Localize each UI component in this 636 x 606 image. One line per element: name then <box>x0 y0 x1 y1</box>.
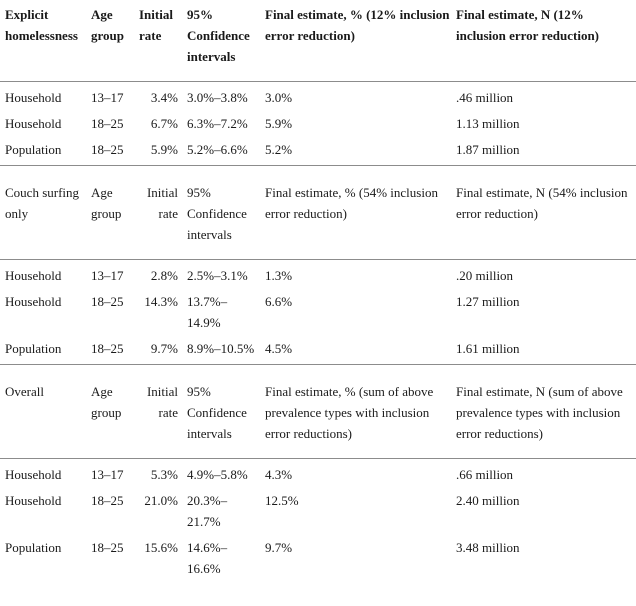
header-final-count: Final estimate, N (54% inclusion error r… <box>456 185 628 221</box>
cell-initial-rate: 2.8% <box>150 268 178 283</box>
cell-initial-rate: 21.0% <box>144 493 178 508</box>
cell-confidence-interval: 13.7%–14.9% <box>187 294 228 330</box>
cell-initial-rate: 5.3% <box>150 467 178 482</box>
cell-category: Population <box>5 142 62 157</box>
header-initial-rate: Initial rate <box>146 185 178 221</box>
header-category: Explicit homelessness <box>5 7 78 43</box>
cell-final-percent: 5.9% <box>265 116 293 131</box>
table-row: Household 13–17 2.8% 2.5%–3.1% 1.3% .20 … <box>0 260 636 292</box>
cell-final-percent: 1.3% <box>265 268 293 283</box>
cell-confidence-interval: 14.6%–16.6% <box>187 540 228 576</box>
header-age-group: Age group <box>91 7 124 43</box>
table-row: Population 18–25 5.9% 5.2%–6.6% 5.2% 1.8… <box>0 139 636 166</box>
table-body: Explicit homelessness Age group Initial … <box>0 0 636 584</box>
prevalence-table: Explicit homelessness Age group Initial … <box>0 0 636 584</box>
table-row: Household 13–17 3.4% 3.0%–3.8% 3.0% .46 … <box>0 82 636 114</box>
cell-final-percent: 6.6% <box>265 294 293 309</box>
cell-final-count: 1.27 million <box>456 294 520 309</box>
cell-category: Household <box>5 268 62 283</box>
header-final-count: Final estimate, N (12% inclusion error r… <box>456 7 599 43</box>
cell-age-group: 18–25 <box>91 540 124 555</box>
cell-confidence-interval: 5.2%–6.6% <box>187 142 248 157</box>
cell-initial-rate: 6.7% <box>150 116 178 131</box>
header-final-percent: Final estimate, % (12% inclusion error r… <box>265 7 450 43</box>
header-initial-rate: Initial rate <box>146 384 178 420</box>
cell-final-percent: 4.3% <box>265 467 293 482</box>
cell-category: Population <box>5 540 62 555</box>
header-final-count: Final estimate, N (sum of above prevalen… <box>456 384 623 441</box>
cell-final-count: 1.13 million <box>456 116 520 131</box>
cell-category: Household <box>5 467 62 482</box>
cell-final-count: .20 million <box>456 268 514 283</box>
section-header-row: Explicit homelessness Age group Initial … <box>0 0 636 82</box>
header-confidence-intervals: 95% Confidence intervals <box>187 7 250 64</box>
cell-age-group: 18–25 <box>91 142 124 157</box>
cell-final-count: .66 million <box>456 467 514 482</box>
cell-final-count: .46 million <box>456 90 514 105</box>
cell-initial-rate: 14.3% <box>144 294 178 309</box>
table-row: Population 18–25 15.6% 14.6%–16.6% 9.7% … <box>0 537 636 584</box>
cell-age-group: 13–17 <box>91 90 124 105</box>
header-confidence-intervals: 95% Confidence intervals <box>187 185 247 242</box>
header-final-percent: Final estimate, % (sum of above prevalen… <box>265 384 434 441</box>
cell-final-count: 1.87 million <box>456 142 520 157</box>
cell-age-group: 13–17 <box>91 268 124 283</box>
cell-age-group: 18–25 <box>91 294 124 309</box>
table-row: Household 18–25 21.0% 20.3%–21.7% 12.5% … <box>0 490 636 537</box>
cell-final-percent: 12.5% <box>265 493 299 508</box>
cell-confidence-interval: 8.9%–10.5% <box>187 341 255 356</box>
cell-category: Household <box>5 116 62 131</box>
header-category: Overall <box>5 384 44 399</box>
cell-category: Household <box>5 294 62 309</box>
cell-age-group: 13–17 <box>91 467 124 482</box>
cell-final-percent: 9.7% <box>265 540 293 555</box>
cell-category: Household <box>5 493 62 508</box>
cell-confidence-interval: 20.3%–21.7% <box>187 493 228 529</box>
cell-initial-rate: 5.9% <box>150 142 178 157</box>
cell-final-count: 3.48 million <box>456 540 520 555</box>
cell-final-percent: 5.2% <box>265 142 293 157</box>
section-header-row: Overall Age group Initial rate 95% Confi… <box>0 365 636 459</box>
cell-confidence-interval: 4.9%–5.8% <box>187 467 248 482</box>
header-category: Couch surfing only <box>5 185 80 221</box>
cell-initial-rate: 3.4% <box>150 90 178 105</box>
header-confidence-intervals: 95% Confidence intervals <box>187 384 247 441</box>
cell-age-group: 18–25 <box>91 116 124 131</box>
cell-confidence-interval: 3.0%–3.8% <box>187 90 248 105</box>
header-final-percent: Final estimate, % (54% inclusion error r… <box>265 185 438 221</box>
table-row: Household 13–17 5.3% 4.9%–5.8% 4.3% .66 … <box>0 459 636 491</box>
cell-final-count: 1.61 million <box>456 341 520 356</box>
cell-age-group: 18–25 <box>91 341 124 356</box>
table-row: Household 18–25 6.7% 6.3%–7.2% 5.9% 1.13… <box>0 113 636 139</box>
cell-final-percent: 3.0% <box>265 90 293 105</box>
header-initial-rate: Initial rate <box>139 7 173 43</box>
cell-age-group: 18–25 <box>91 493 124 508</box>
cell-category: Household <box>5 90 62 105</box>
cell-final-count: 2.40 million <box>456 493 520 508</box>
table-row: Population 18–25 9.7% 8.9%–10.5% 4.5% 1.… <box>0 338 636 365</box>
cell-final-percent: 4.5% <box>265 341 293 356</box>
cell-confidence-interval: 2.5%–3.1% <box>187 268 248 283</box>
section-header-row: Couch surfing only Age group Initial rat… <box>0 166 636 260</box>
header-age-group: Age group <box>91 384 122 420</box>
cell-category: Population <box>5 341 62 356</box>
cell-confidence-interval: 6.3%–7.2% <box>187 116 248 131</box>
cell-initial-rate: 15.6% <box>144 540 178 555</box>
table-row: Household 18–25 14.3% 13.7%–14.9% 6.6% 1… <box>0 291 636 338</box>
cell-initial-rate: 9.7% <box>150 341 178 356</box>
header-age-group: Age group <box>91 185 122 221</box>
